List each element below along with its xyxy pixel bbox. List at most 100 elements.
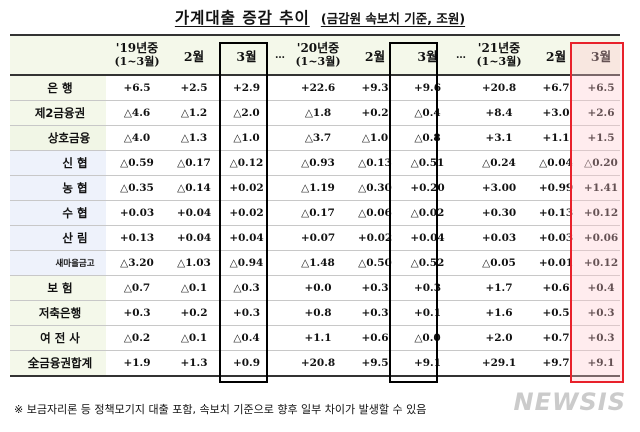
value-cell: △0.0 [401, 325, 454, 351]
gap-cell [273, 225, 287, 251]
header-2021-q1: '21년중 (1~3월) [468, 34, 530, 76]
value-cell: +0.12 [582, 250, 620, 276]
value-cell: +0.01 [530, 250, 582, 276]
header-2019-mar: 3월 [220, 34, 273, 76]
value-cell: +9.6 [401, 75, 454, 101]
value-cell: +2.6 [582, 100, 620, 126]
value-cell: △0.4 [401, 100, 454, 126]
value-cell: +2.5 [168, 75, 220, 101]
value-cell: +3.0 [530, 100, 582, 126]
table-row: 은 행 +6.5 +2.5 +2.9 +22.6 +9.3 +9.6 +20.8 +6.7 +6.… [10, 75, 620, 101]
gap-cell [454, 350, 468, 377]
value-cell: +0.99 [530, 175, 582, 201]
value-cell: +0.02 [349, 225, 401, 251]
gap-cell [454, 250, 468, 276]
value-cell: +8.4 [468, 100, 530, 126]
value-cell: △0.13 [349, 150, 401, 176]
value-cell: △0.94 [220, 250, 273, 276]
value-cell: +0.3 [349, 275, 401, 301]
value-cell: +9.3 [349, 75, 401, 101]
value-cell: △0.1 [168, 325, 220, 351]
value-cell: +0.02 [220, 175, 273, 201]
row-label: 신 협 [10, 150, 106, 176]
header-gap: … [273, 34, 287, 76]
value-cell: +0.06 [582, 225, 620, 251]
value-cell: +9.7 [530, 350, 582, 377]
value-cell: +3.1 [468, 125, 530, 151]
gap-cell [273, 125, 287, 151]
value-cell: △0.50 [349, 250, 401, 276]
value-cell: +0.12 [582, 200, 620, 226]
row-label: 수 협 [10, 200, 106, 226]
value-cell: +22.6 [287, 75, 349, 101]
row-label: 全금융권합계 [10, 350, 106, 377]
title-main: 가계대출 증감 추이 [174, 9, 310, 27]
value-cell: +6.5 [106, 75, 168, 101]
value-cell: +9.1 [401, 350, 454, 377]
gap-cell [273, 175, 287, 201]
table-row: 저축은행 +0.3 +0.2 +0.3 +0.8 +0.3 +0.1 +1.6 +0.5 +0.3 [10, 300, 620, 326]
value-cell: △0.02 [401, 200, 454, 226]
value-cell: +0.02 [220, 200, 273, 226]
gap-cell [454, 275, 468, 301]
header-2021-mar: 3월 [582, 34, 620, 76]
value-cell: △1.3 [168, 125, 220, 151]
table-row: 산 림 +0.13 +0.04 +0.04 +0.07 +0.02 +0.04 +0.03 +0… [10, 225, 620, 251]
value-cell: +0.3 [349, 300, 401, 326]
title-subtitle: (금감원 속보치 기준, 조원) [320, 11, 466, 26]
value-cell: △0.2 [106, 325, 168, 351]
value-cell: △0.24 [468, 150, 530, 176]
table-title: 가계대출 증감 추이 (금감원 속보치 기준, 조원) [0, 6, 640, 28]
value-cell: +2.9 [220, 75, 273, 101]
value-cell: +0.3 [401, 275, 454, 301]
value-cell: +0.03 [530, 225, 582, 251]
value-cell: △1.0 [349, 125, 401, 151]
value-cell: △4.6 [106, 100, 168, 126]
row-label: 여 전 사 [10, 325, 106, 351]
row-label: 제2금융권 [10, 100, 106, 126]
value-cell: +0.1 [401, 300, 454, 326]
table-row: 신 협 △0.59 △0.17 △0.12 △0.93 △0.13 △0.51 △0.24 △0… [10, 150, 620, 176]
value-cell: +0.6 [349, 325, 401, 351]
gap-cell [273, 350, 287, 377]
value-cell: +0.04 [220, 225, 273, 251]
value-cell: +0.6 [530, 275, 582, 301]
value-cell: +1.3 [168, 350, 220, 377]
value-cell: △1.03 [168, 250, 220, 276]
watermark-logo: NEWSIS [513, 388, 626, 416]
value-cell: △0.17 [168, 150, 220, 176]
value-cell: +0.20 [401, 175, 454, 201]
value-cell: +6.5 [582, 75, 620, 101]
header-corner [10, 34, 106, 76]
value-cell: △1.48 [287, 250, 349, 276]
table-row: 全금융권합계 +1.9 +1.3 +0.9 +20.8 +9.5 +9.1 +29.1 +9.7… [10, 350, 620, 377]
value-cell: △3.20 [106, 250, 168, 276]
gap-cell [454, 75, 468, 101]
value-cell: +1.9 [106, 350, 168, 377]
value-cell: △2.0 [220, 100, 273, 126]
value-cell: +0.04 [168, 225, 220, 251]
value-cell: +1.7 [468, 275, 530, 301]
value-cell: +6.7 [530, 75, 582, 101]
value-cell: △0.3 [220, 275, 273, 301]
value-cell: +0.03 [468, 225, 530, 251]
value-cell: △1.8 [287, 100, 349, 126]
value-cell: +0.0 [287, 275, 349, 301]
value-cell: △4.0 [106, 125, 168, 151]
footnote: ※ 보금자리론 등 정책모기지 대출 포함, 속보치 기준으로 향후 일부 차이… [14, 403, 427, 416]
value-cell: +0.04 [401, 225, 454, 251]
gap-cell [273, 75, 287, 101]
value-cell: +0.9 [220, 350, 273, 377]
value-cell: +0.2 [349, 100, 401, 126]
gap-cell [273, 150, 287, 176]
table-row: 새마을금고 △3.20 △1.03 △0.94 △1.48 △0.50 △0.52 △0.05… [10, 250, 620, 276]
value-cell: △0.04 [530, 150, 582, 176]
value-cell: △1.0 [220, 125, 273, 151]
value-cell: +0.13 [530, 200, 582, 226]
header-2020-mar: 3월 [401, 34, 454, 76]
table-row: 보 험 △0.7 △0.1 △0.3 +0.0 +0.3 +0.3 +1.7 +0.6 +0.4 [10, 275, 620, 301]
gap-cell [273, 325, 287, 351]
value-cell: △0.1 [168, 275, 220, 301]
value-cell: +0.07 [287, 225, 349, 251]
value-cell: △0.12 [220, 150, 273, 176]
